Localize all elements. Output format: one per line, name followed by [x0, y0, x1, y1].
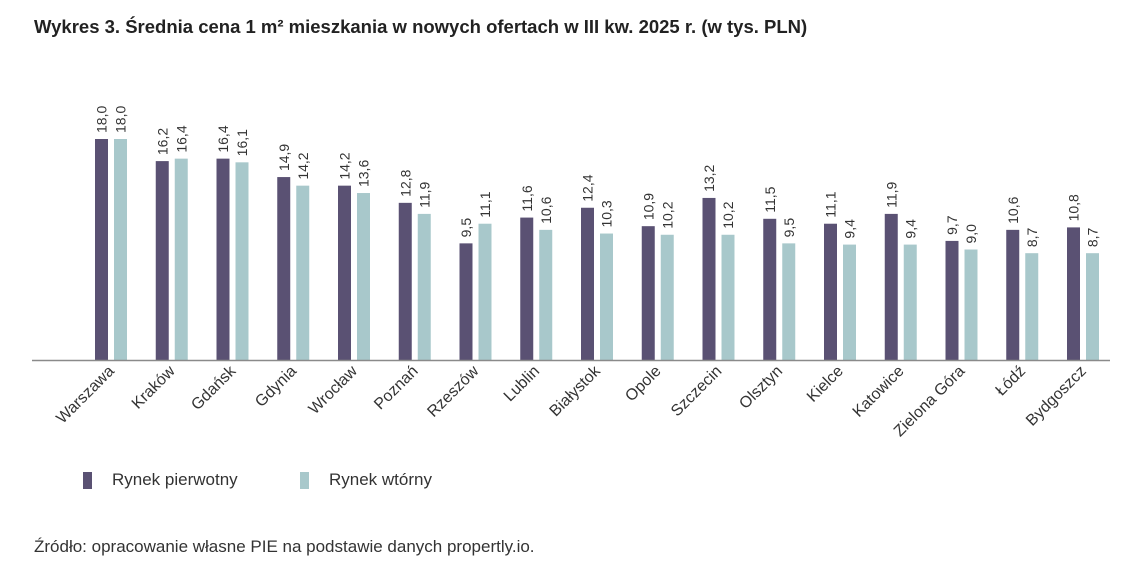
- x-tick-label: Gdańsk: [188, 362, 240, 414]
- data-label: 14,9: [276, 144, 292, 171]
- source-note: Źródło: opracowanie własne PIE na podsta…: [34, 537, 535, 556]
- legend-swatch-secondary: [300, 471, 309, 489]
- data-label: 10,2: [659, 201, 675, 228]
- chart-title: Wykres 3. Średnia cena 1 m² mieszkania w…: [34, 16, 808, 37]
- data-label: 16,4: [173, 125, 189, 152]
- bar-secondary: [782, 243, 796, 360]
- bar-secondary: [478, 223, 492, 360]
- x-tick-label: Poznań: [371, 363, 421, 413]
- bar-secondary: [539, 229, 553, 360]
- data-label: 9,0: [963, 224, 979, 244]
- bar-primary: [95, 139, 108, 360]
- legend-item-secondary: Rynek wtórny: [300, 470, 432, 490]
- data-label: 9,5: [781, 218, 797, 238]
- data-label: 8,7: [1085, 228, 1101, 248]
- bar-secondary: [1025, 253, 1039, 360]
- data-label: 9,4: [902, 219, 918, 239]
- data-label: 16,4: [215, 125, 231, 152]
- bar-primary: [155, 161, 169, 360]
- data-label: 13,2: [701, 164, 717, 191]
- data-label: 16,1: [234, 129, 250, 156]
- bar-secondary: [964, 249, 978, 360]
- legend-item-primary: Rynek pierwotny: [83, 470, 238, 490]
- bar-primary: [824, 223, 837, 360]
- bar-secondary: [296, 185, 310, 360]
- bar-primary: [641, 226, 655, 360]
- legend-label-primary: Rynek pierwotny: [112, 470, 238, 489]
- bar-primary: [884, 213, 898, 360]
- x-tick-label: Kraków: [129, 362, 179, 412]
- bar-secondary: [357, 193, 370, 360]
- x-tick-label: Lublin: [501, 363, 543, 405]
- data-label: 18,0: [94, 106, 110, 133]
- x-tick-label: Szczecin: [668, 363, 725, 420]
- x-tick-label: Katowice: [850, 363, 908, 421]
- data-label: 11,9: [416, 181, 432, 207]
- bar-primary: [459, 243, 473, 360]
- x-tick-label: Bydgoszcz: [1023, 363, 1090, 430]
- bar-secondary: [600, 233, 613, 360]
- bar-secondary: [1086, 253, 1099, 360]
- data-label: 9,5: [458, 218, 474, 238]
- x-tick-label: Kielce: [804, 363, 847, 406]
- data-label: 11,9: [883, 181, 899, 207]
- x-tick-label: Gdynia: [252, 363, 300, 411]
- x-tick-label: Warszawa: [53, 363, 117, 427]
- bar-primary: [1067, 227, 1080, 360]
- bar-secondary: [417, 213, 431, 360]
- bar-primary: [581, 207, 594, 360]
- data-label: 10,9: [640, 193, 656, 220]
- bar-secondary: [174, 158, 188, 360]
- bar-primary: [216, 158, 230, 360]
- bar-primary: [277, 177, 291, 360]
- data-label: 10,2: [720, 201, 736, 228]
- data-label: 18,0: [113, 106, 129, 133]
- bar-primary: [338, 185, 351, 360]
- data-label: 14,2: [337, 152, 353, 179]
- data-label: 8,7: [1024, 228, 1040, 248]
- bar-primary: [398, 202, 412, 360]
- data-label: 10,8: [1066, 194, 1082, 221]
- data-label: 11,6: [519, 185, 535, 211]
- data-label: 12,8: [397, 169, 413, 196]
- bar-secondary: [235, 162, 249, 360]
- data-label: 14,2: [295, 152, 311, 179]
- data-label: 10,6: [538, 196, 554, 223]
- x-tick-label: Wrocław: [306, 362, 362, 418]
- data-label: 9,4: [842, 219, 858, 239]
- legend-swatch-primary: [83, 471, 92, 489]
- data-label: 11,1: [823, 191, 839, 217]
- bar-secondary: [114, 139, 127, 360]
- bar-primary: [702, 197, 716, 360]
- data-label: 10,3: [599, 200, 615, 227]
- data-label: 10,6: [1005, 196, 1021, 223]
- legend-label-secondary: Rynek wtórny: [329, 470, 432, 489]
- bar-secondary: [721, 234, 735, 360]
- data-label: 9,7: [944, 215, 960, 235]
- data-label: 11,5: [762, 186, 778, 212]
- data-label: 12,4: [580, 174, 596, 201]
- x-tick-label: Rzeszów: [424, 362, 482, 420]
- x-tick-label: Opole: [622, 363, 664, 405]
- x-tick-label: Łódź: [993, 363, 1030, 400]
- bar-secondary: [843, 244, 856, 360]
- data-label: 11,1: [477, 191, 493, 217]
- data-label: 16,2: [154, 128, 170, 155]
- bar-secondary: [660, 234, 674, 360]
- data-label: 13,6: [356, 160, 372, 187]
- x-tick-label: Białystok: [547, 362, 605, 420]
- bar-secondary: [903, 244, 917, 360]
- bar-primary: [520, 217, 534, 360]
- x-tick-label: Olsztyn: [736, 363, 786, 413]
- bar-primary: [1006, 229, 1020, 360]
- bar-primary: [945, 240, 959, 360]
- bar-primary: [763, 218, 777, 360]
